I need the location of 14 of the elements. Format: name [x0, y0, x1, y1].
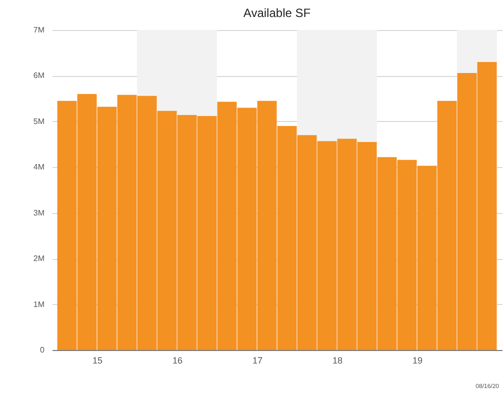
x-tick-label: 18 [332, 356, 343, 366]
x-tick-label: 19 [412, 356, 423, 366]
y-tick-label: 5M [33, 116, 45, 126]
y-tick-label: 2M [33, 254, 45, 264]
chart-title: Available SF [243, 6, 311, 20]
y-tick-label: 7M [33, 26, 45, 34]
y-tick-label: 4M [33, 162, 45, 172]
y-tick-label: 0 [40, 346, 46, 354]
y-tick-label: 1M [33, 300, 45, 309]
x-tick-label: 17 [252, 356, 263, 366]
y-tick-label: 6M [33, 71, 45, 80]
x-tick-label: 16 [172, 356, 183, 366]
x-tick-label: 15 [92, 356, 103, 366]
y-tick-label: 3M [33, 208, 45, 218]
